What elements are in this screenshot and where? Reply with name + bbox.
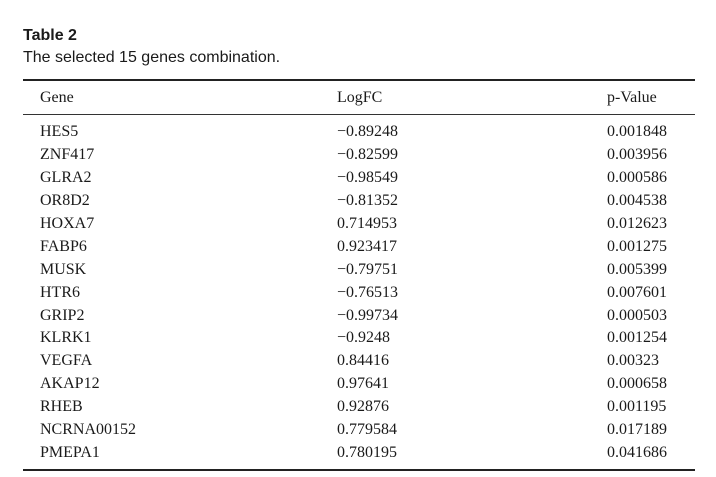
table-row: NCRNA00152 0.779584 0.017189 xyxy=(23,419,695,442)
cell-pvalue: 0.003956 xyxy=(607,146,667,164)
table-row: GRIP2 −0.99734 0.000503 xyxy=(23,304,695,327)
cell-gene: VEGFA xyxy=(40,352,93,370)
cell-gene: KLRK1 xyxy=(40,329,92,347)
cell-pvalue: 0.000586 xyxy=(607,169,667,187)
cell-gene: GRIP2 xyxy=(40,306,85,324)
cell-logfc: 0.923417 xyxy=(337,237,397,255)
cell-logfc: −0.81352 xyxy=(337,192,399,210)
table-row: KLRK1 −0.9248 0.001254 xyxy=(23,327,695,350)
cell-pvalue: 0.004538 xyxy=(607,192,667,210)
table-bottom-rule xyxy=(23,469,695,472)
table-row: AKAP12 0.97641 0.000658 xyxy=(23,373,695,396)
table-row: HTR6 −0.76513 0.007601 xyxy=(23,281,695,304)
table-row: HOXA7 0.714953 0.012623 xyxy=(23,213,695,236)
table-row: FABP6 0.923417 0.001275 xyxy=(23,235,695,258)
cell-gene: RHEB xyxy=(40,398,83,416)
cell-gene: NCRNA00152 xyxy=(40,421,137,439)
table-row: HES5 −0.89248 0.001848 xyxy=(23,115,695,144)
cell-pvalue: 0.001848 xyxy=(607,123,667,141)
table-row: ZNF417 −0.82599 0.003956 xyxy=(23,144,695,167)
cell-logfc: 0.97641 xyxy=(337,375,389,393)
cell-logfc: −0.79751 xyxy=(337,260,399,278)
cell-logfc: −0.9248 xyxy=(337,329,391,347)
cell-pvalue: 0.001254 xyxy=(607,329,667,347)
cell-gene: HES5 xyxy=(40,123,79,141)
cell-gene: ZNF417 xyxy=(40,146,95,164)
cell-pvalue: 0.012623 xyxy=(607,215,667,232)
cell-logfc: 0.779584 xyxy=(337,421,397,439)
table-row: OR8D2 −0.81352 0.004538 xyxy=(23,190,695,213)
table-row: PMEPA1 0.780195 0.041686 xyxy=(23,441,695,469)
cell-pvalue: 0.000658 xyxy=(607,375,667,393)
cell-pvalue: 0.000503 xyxy=(607,306,667,324)
cell-logfc: −0.89248 xyxy=(337,123,399,141)
cell-gene: PMEPA1 xyxy=(40,443,100,461)
cell-pvalue: 0.001195 xyxy=(607,398,667,416)
cell-logfc: −0.82599 xyxy=(337,146,399,164)
cell-pvalue: 0.041686 xyxy=(607,443,667,461)
table-row: GLRA2 −0.98549 0.000586 xyxy=(23,167,695,190)
cell-pvalue: 0.005399 xyxy=(607,260,667,278)
table-figure: Table 2 The selected 15 genes combinatio… xyxy=(23,25,695,472)
cell-logfc: 0.92876 xyxy=(337,398,389,416)
cell-logfc: −0.98549 xyxy=(337,169,399,187)
cell-logfc: 0.84416 xyxy=(337,352,389,370)
cell-pvalue: 0.00323 xyxy=(607,352,659,370)
table-title: Table 2 xyxy=(23,27,77,44)
gene-table-body: HES5 −0.89248 0.001848 ZNF417 −0.82599 0.0039… xyxy=(23,115,695,469)
cell-gene: HOXA7 xyxy=(40,215,95,232)
cell-gene: OR8D2 xyxy=(40,192,90,210)
header-gene: Gene xyxy=(40,88,74,106)
cell-pvalue: 0.017189 xyxy=(607,421,667,439)
table-row: RHEB 0.92876 0.001195 xyxy=(23,396,695,419)
cell-pvalue: 0.001275 xyxy=(607,237,667,255)
cell-logfc: −0.99734 xyxy=(337,306,399,324)
table-row: VEGFA 0.84416 0.00323 xyxy=(23,350,695,373)
cell-gene: GLRA2 xyxy=(40,169,92,187)
cell-gene: HTR6 xyxy=(40,283,80,301)
header-pvalue: p-Value xyxy=(607,88,657,106)
table-header-rule xyxy=(23,114,695,115)
cell-pvalue: 0.007601 xyxy=(607,283,667,301)
table-header-row: Gene LogFC p-Value xyxy=(23,81,695,114)
header-logfc: LogFC xyxy=(337,88,383,106)
cell-gene: AKAP12 xyxy=(40,375,100,393)
cell-logfc: −0.76513 xyxy=(337,283,399,301)
table-caption: The selected 15 genes combination. xyxy=(23,49,281,66)
cell-logfc: 0.714953 xyxy=(337,215,397,232)
cell-gene: FABP6 xyxy=(40,237,87,255)
gene-table: Gene LogFC p-Value xyxy=(23,81,695,114)
cell-gene: MUSK xyxy=(40,260,87,278)
cell-logfc: 0.780195 xyxy=(337,443,397,461)
table-row: MUSK −0.79751 0.005399 xyxy=(23,258,695,281)
table-top-rule xyxy=(23,79,695,81)
